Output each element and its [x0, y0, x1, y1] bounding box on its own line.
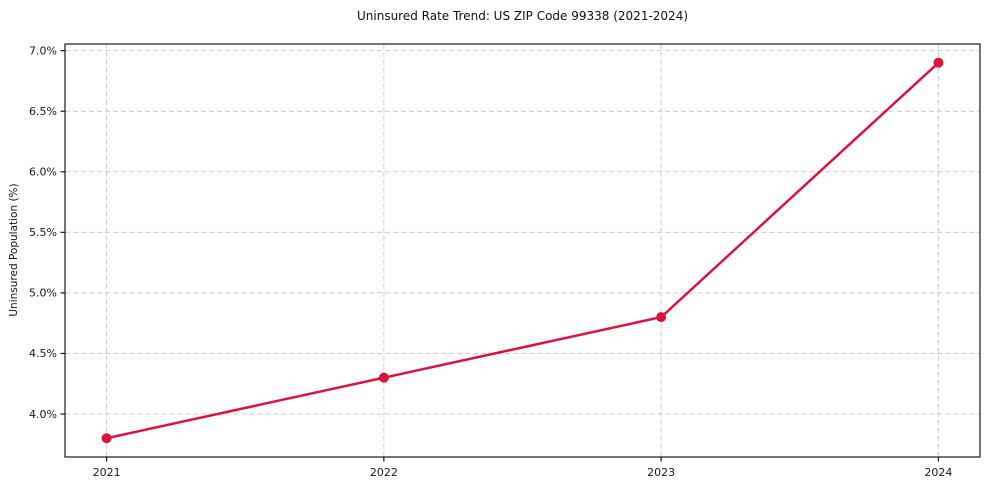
data-point	[101, 433, 112, 444]
y-tick-label: 4.0%	[29, 408, 57, 421]
chart-title: Uninsured Rate Trend: US ZIP Code 99338 …	[356, 9, 689, 23]
data-point	[933, 57, 944, 68]
y-tick-label: 7.0%	[29, 44, 57, 57]
trend-line	[105, 61, 940, 440]
x-tick-label: 2024	[924, 466, 952, 479]
y-tick-label: 6.0%	[29, 166, 57, 179]
x-tick-label: 2021	[93, 466, 121, 479]
data-point	[656, 312, 667, 323]
plot-border	[64, 43, 981, 458]
y-tick-label: 6.5%	[29, 105, 57, 118]
y-tick-label: 5.5%	[29, 226, 57, 239]
data-point	[378, 372, 389, 383]
x-tick-label: 2023	[647, 466, 675, 479]
y-tick-label: 5.0%	[29, 287, 57, 300]
x-tick-label: 2022	[370, 466, 398, 479]
y-tick-label: 4.5%	[29, 347, 57, 360]
